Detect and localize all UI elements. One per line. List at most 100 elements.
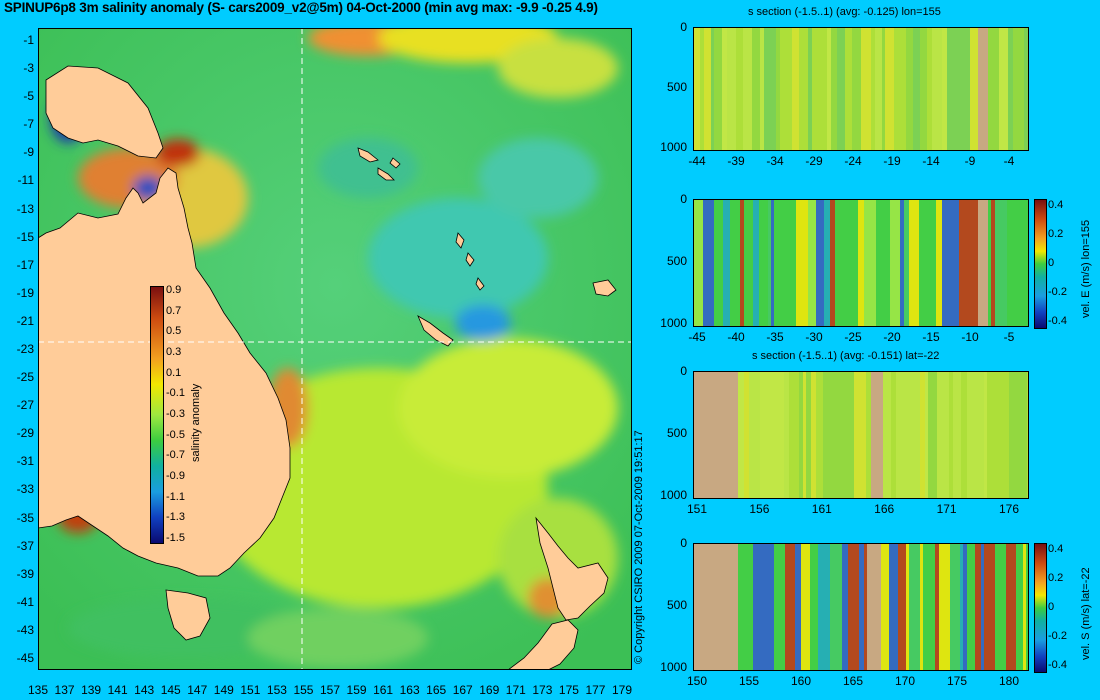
section-stripe [782,543,785,671]
section-stripe [956,371,961,499]
section-stripe [890,199,900,327]
map-colorbar-tick-label: -1.3 [166,511,185,524]
section-stripe [1019,371,1027,499]
section-stripe [722,27,727,151]
section-stripe [864,199,876,327]
map-x-tick-label: 135 [27,683,49,697]
section-stripe [953,371,956,499]
map-x-tick-label: 167 [452,683,473,697]
section-stripe [714,27,722,151]
section-stripe [967,543,971,671]
map-x-tick-label: 137 [54,683,75,697]
section-stripe [852,27,861,151]
section-stripe [768,199,771,327]
map-y-tick-label: -41 [16,594,34,609]
section-stripe [759,199,768,327]
map-y-tick-label: -23 [16,342,34,356]
section-stripe [906,543,909,671]
map-y-tick-label: -29 [16,426,34,441]
section-stripe [942,199,948,327]
section-panel-salinity-lon [693,27,1029,151]
section-x-tick-label: -44 [688,154,706,168]
map-y-tick-label: -45 [16,651,34,665]
section-stripe [1007,199,1017,327]
section-stripe [780,27,792,151]
section-stripe [789,371,799,499]
map-colorbar-tick-label: -1.5 [166,532,185,544]
section-stripe [885,199,890,327]
map-y-tick-label: -21 [16,313,34,328]
section-colorbar-tick-label: 0 [1048,257,1055,269]
section-x-tick-label: -14 [922,154,940,168]
section-x-tick-label: -9 [964,154,976,168]
section-stripe [744,371,749,499]
section-frame [693,199,1029,327]
section-colorbar-tick-label: 0.4 [1048,543,1064,555]
section-stripe [866,371,873,499]
section-stripe [896,371,907,499]
section-colorbar-tick-label: 0 [1048,601,1055,613]
section-x-tick-label: -15 [922,330,940,344]
map-y-tick-label: -31 [16,454,34,469]
section-stripe [889,543,898,671]
section-stripe [703,199,714,327]
section-stripe [909,199,919,327]
section-stripe [920,371,925,499]
section-stripe [1006,543,1016,671]
section-stripe [806,371,811,499]
section-x-tick-label: 175 [946,674,968,688]
map-colorbar-label: salinity anomaly [190,383,202,462]
map-frame [38,28,632,670]
map-y-tick-label: -1 [23,33,34,47]
section-stripe [842,543,848,671]
map-colorbar-tick-label: -0.9 [166,470,185,482]
land-masses [37,65,617,671]
section-stripe [999,27,1008,151]
section-x-tick-label: -4 [1003,154,1015,168]
section-stripe [1026,543,1029,671]
section-x-tick-label: 180 [998,674,1020,688]
map-x-tick-label: 165 [426,683,447,697]
section-stripe [744,199,753,327]
section-stripe [752,27,760,151]
section-stripe [927,199,936,327]
map-x-tick-label: 171 [505,683,526,697]
map-x-tick-label: 145 [160,683,181,697]
section-land-column [867,543,881,671]
section-x-tick-label: 150 [686,674,708,688]
section-stripe [799,371,803,499]
section-y-tick-label: 1000 [660,660,687,674]
section-stripe [919,199,927,327]
panel3-title: s section (-1.5..1) (avg: -0.151) lat=-2… [752,350,940,362]
map-x-tick-label: 139 [81,683,102,697]
section-y-tick-label: 500 [666,254,687,268]
section-stripe [727,27,736,151]
section-x-tick-label: 170 [894,674,916,688]
section-colorbar-tick-label: -0.4 [1048,315,1067,327]
section-stripe [949,371,953,499]
section-stripe [1024,27,1027,151]
section-stripe [876,199,885,327]
section-x-tick-label: -39 [727,154,745,168]
section-x-tick-label: -35 [766,330,784,344]
section-colorbar-tick-label: 0.2 [1048,228,1064,240]
map-colorbar [150,286,164,544]
section-y-tick-label: 500 [666,426,687,440]
section-stripe [916,371,920,499]
solomon-islands [357,147,401,181]
section-colorbar-tick-label: -0.2 [1048,286,1067,298]
section-colorbar-tick-label: -0.2 [1048,630,1067,642]
map-y-tick-label: -15 [16,229,34,244]
section-stripe [991,199,995,327]
section-stripe [816,371,823,499]
section-stripe [837,27,840,151]
section-stripe [760,371,772,499]
section-frame [693,543,1029,671]
section-stripe [845,27,852,151]
vel-s-colorbar [1034,543,1047,673]
map-x-tick-label: 157 [319,683,341,697]
section-stripe [995,543,1006,671]
map-y-tick-label: -33 [16,482,34,497]
section-stripe [811,371,816,499]
section-stripe [772,371,784,499]
